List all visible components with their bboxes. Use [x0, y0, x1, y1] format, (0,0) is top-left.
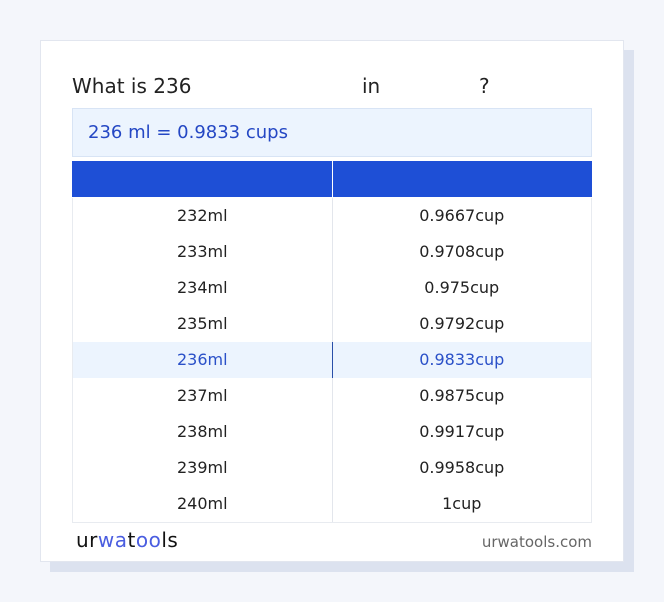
conversion-result: 236 ml = 0.9833 cups: [72, 108, 592, 157]
cell-cup: 0.9833cup: [419, 350, 505, 369]
cell-ml: 237ml: [73, 378, 333, 414]
table-row: 234ml 0.975cup: [73, 270, 591, 306]
cell-cup: 0.9708cup: [419, 242, 505, 261]
page-title: What is 236 in ?: [72, 74, 490, 170]
cell-ml: 234ml: [73, 270, 333, 306]
cell-cup: 0.975cup: [424, 278, 500, 297]
table-row: 236ml 0.9833cup: [73, 342, 591, 378]
table-row: 232ml 0.9667cup: [73, 198, 591, 234]
title-suffix: ?: [479, 74, 490, 98]
title-prefix: What is 236: [72, 74, 192, 98]
cell-cup: 0.9917cup: [419, 422, 505, 441]
cell-ml: 236ml: [73, 342, 333, 378]
table-row: 233ml 0.9708cup: [73, 234, 591, 270]
conversion-table: 232ml 0.9667cup 233ml 0.9708cup 234ml 0.975cu…: [72, 198, 592, 523]
cell-cup: 0.9792cup: [419, 314, 505, 333]
cell-ml: 233ml: [73, 234, 333, 270]
cell-cup: 1cup: [442, 494, 482, 513]
table-row: 238ml 0.9917cup: [73, 414, 591, 450]
urwatools-logo: urwatools: [76, 528, 179, 552]
table-header: [72, 161, 592, 197]
header-cell-cup: [333, 161, 593, 197]
cell-ml: 235ml: [73, 306, 333, 342]
title-middle: in: [362, 74, 381, 98]
table-row: 240ml 1cup: [73, 486, 591, 522]
site-url: urwatools.com: [481, 533, 592, 551]
table-row: 235ml 0.9792cup: [73, 306, 591, 342]
table-row: 239ml 0.9958cup: [73, 450, 591, 486]
table-row: 237ml 0.9875cup: [73, 378, 591, 414]
cell-cup: 0.9875cup: [419, 386, 505, 405]
cell-cup: 0.9667cup: [419, 206, 505, 225]
cell-ml: 238ml: [73, 414, 333, 450]
header-cell-ml: [72, 161, 333, 197]
cell-ml: 240ml: [73, 486, 333, 522]
cell-ml: 232ml: [73, 198, 333, 234]
cell-cup: 0.9958cup: [419, 458, 505, 477]
cell-ml: 239ml: [73, 450, 333, 486]
